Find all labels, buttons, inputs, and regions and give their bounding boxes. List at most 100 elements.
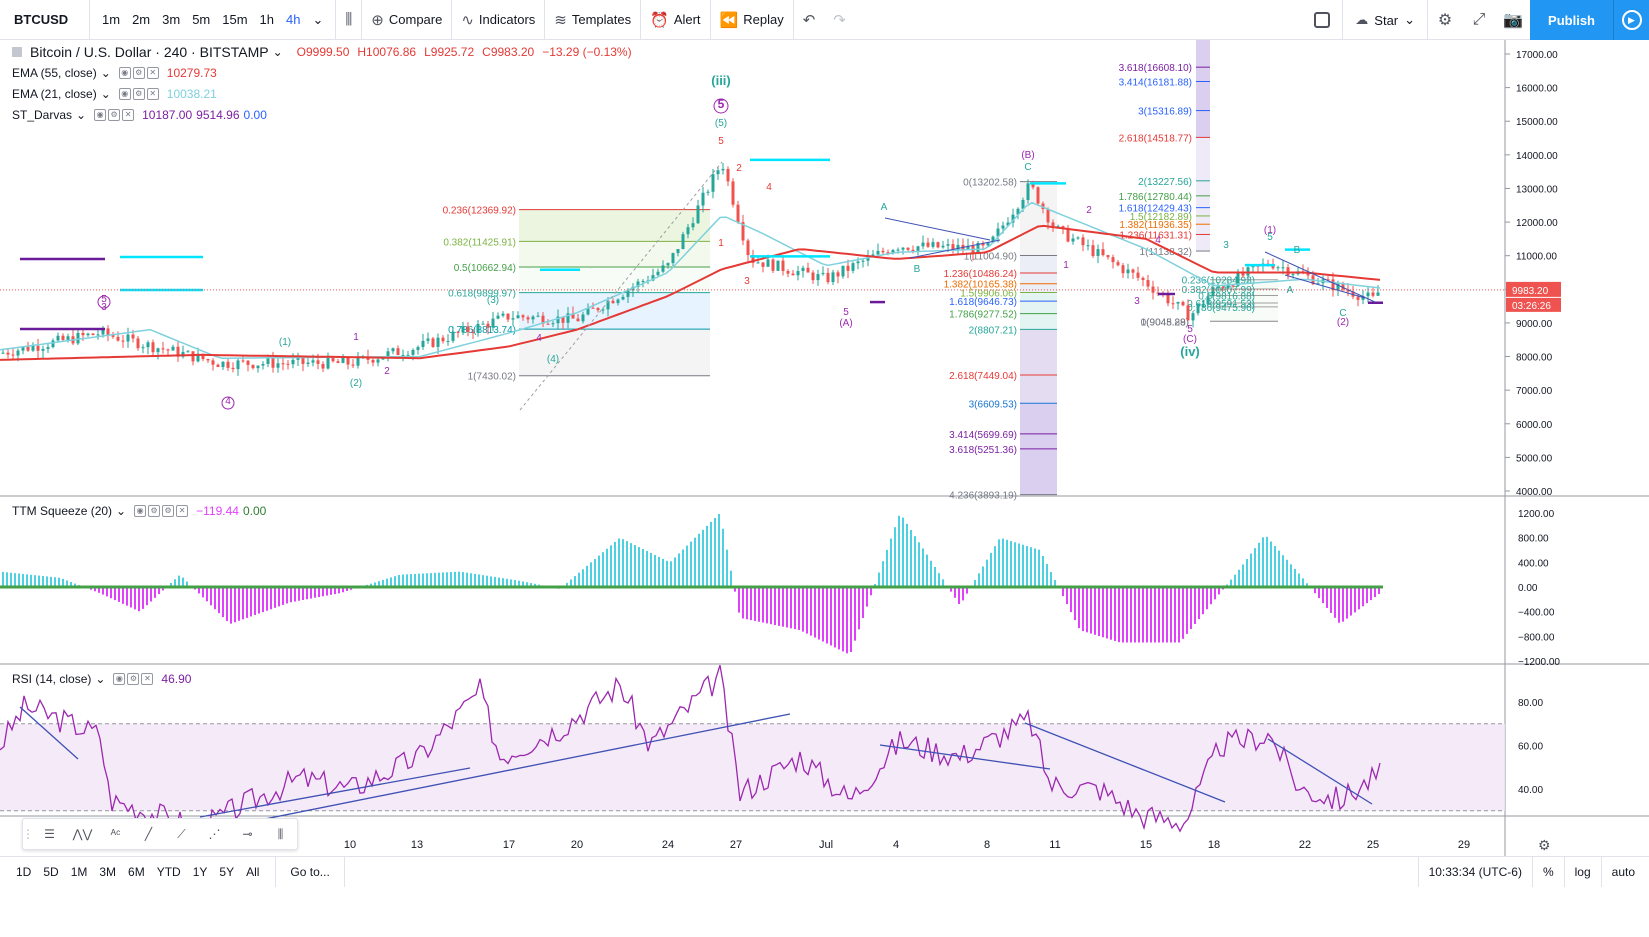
time-tick-label: 18 [1208,839,1220,851]
candle-body [641,280,645,282]
elliott-impulse-icon[interactable]: ⋀⋁ [72,827,93,841]
close-icon[interactable]: ✕ [122,109,135,121]
clock[interactable]: 10:33:34 (UTC-6) [1417,857,1532,887]
wave-label: (iii) [711,73,731,88]
darvas-controls[interactable]: ◉ ⚙ ✕ [94,109,135,121]
layout-checkbox[interactable] [1314,12,1331,28]
trend-line-icon[interactable]: ╱ [144,827,153,841]
alert-button[interactable]: ⏰ Alert [641,0,711,40]
publish-button[interactable]: Publish [1530,0,1613,40]
ray-icon[interactable]: ⟋ [177,826,186,841]
candle-body [266,358,270,364]
auto-toggle[interactable]: auto [1600,857,1649,887]
fullscreen-button[interactable]: ⤢ [1462,0,1496,40]
trend-line [909,239,1001,259]
templates-button[interactable]: ≋ Templates [545,0,642,40]
candle-body [1236,272,1240,286]
candle-body [716,170,720,175]
interval-dropdown-icon[interactable]: ⌄ [312,11,324,27]
settings-icon[interactable]: ⚙ [148,505,161,517]
chart-type-button[interactable]: ⫼ [336,0,363,40]
candle-body [781,260,785,272]
price-tick-label: 5000.00 [1516,453,1553,464]
replay-button[interactable]: ⏪ Replay [711,0,794,40]
candle-body [1001,225,1005,229]
darvas-label[interactable]: ST_Darvas [12,108,73,122]
candle-body [211,360,215,365]
chart-canvas[interactable]: 0.236(12369.92) 0.382(11425.91) 0.5(10662.… [0,40,1649,856]
eye-icon[interactable]: ◉ [118,67,131,79]
bars-pattern-icon[interactable]: ⫼ [277,826,284,841]
fib-level-label: 1(9045.28) [1141,317,1189,328]
redo-icon: ↷ [833,11,846,29]
compare-button[interactable]: ⊕ Compare [362,0,453,40]
ttm-controls[interactable]: ◉ ⚙ ⚙ ✕ [134,505,189,517]
play-button[interactable]: ▶ [1613,0,1649,40]
horizontal-line-icon[interactable]: ⊸ [242,827,253,841]
eye-icon[interactable]: ◉ [113,673,126,685]
text-note-icon[interactable]: ☰ [44,827,55,841]
log-toggle[interactable]: log [1563,857,1601,887]
parallel-channel-icon[interactable]: ⋰ [208,827,221,841]
indicators-button[interactable]: ∿ Indicators [452,0,546,40]
close-icon[interactable]: ✕ [146,67,159,79]
close-icon[interactable]: ✕ [176,505,189,517]
trend-line [884,217,991,241]
range-1m[interactable]: 1M [70,864,88,879]
range-1y[interactable]: 1Y [192,864,208,879]
interval-4h[interactable]: 4h [286,12,301,27]
ema55-label[interactable]: EMA (55, close) [12,66,97,80]
range-all[interactable]: All [246,864,260,879]
candle-body [606,300,610,310]
interval-2m[interactable]: 2m [132,12,151,27]
snapshot-button[interactable]: 📷 [1496,0,1530,40]
candle-body [66,336,70,340]
eye-icon[interactable]: ◉ [134,505,147,517]
candle-body [6,352,10,355]
close-icon[interactable]: ✕ [146,88,159,100]
goto-button[interactable]: Go to... [275,856,345,887]
interval-1m[interactable]: 1m [102,12,121,27]
legend-title[interactable]: Bitcoin / U.S. Dollar · 240 · BITSTAMP [30,44,269,60]
eye-icon[interactable]: ◉ [94,109,107,121]
rsi-label[interactable]: RSI (14, close) [12,672,92,686]
range-5d[interactable]: 5D [43,864,59,879]
range-ytd[interactable]: YTD [156,864,181,879]
elliott-correction-icon[interactable]: ᴬᶜ [110,827,121,841]
ema55-controls[interactable]: ◉ ⚙ ✕ [118,67,159,79]
redo-button[interactable]: ↷ [824,0,855,40]
interval-1h[interactable]: 1h [259,12,275,27]
price-tick-label: 6000.00 [1516,420,1553,431]
interval-3m[interactable]: 3m [162,12,181,27]
fib-level-label: 3.414(5699.69) [949,430,1017,441]
undo-button[interactable]: ↶ [794,0,825,40]
close-icon[interactable]: ✕ [141,673,154,685]
symbol-search[interactable]: BTCUSD [0,0,90,40]
eye-icon[interactable]: ◉ [118,88,131,100]
rsi-tick-label: 80.00 [1518,698,1543,709]
ttm-label[interactable]: TTM Squeeze (20) [12,504,113,518]
settings-icon[interactable]: ⚙ [108,109,121,121]
settings-icon[interactable]: ⚙ [132,88,145,100]
percent-toggle[interactable]: % [1531,857,1564,887]
candle-body [136,338,140,349]
settings-button[interactable]: ⚙ [1428,0,1462,40]
settings-icon[interactable]: ⚙ [162,505,175,517]
range-3m[interactable]: 3M [99,864,117,879]
range-1d[interactable]: 1D [16,864,32,879]
indicators-icon: ∿ [461,11,474,29]
settings-icon[interactable]: ⚙ [132,67,145,79]
wave-label: (2) [1337,317,1349,328]
star-button[interactable]: ☁ Star ⌄ [1342,0,1429,40]
candle-body [246,360,250,365]
range-5y[interactable]: 5Y [219,864,235,879]
candle-body [236,360,240,370]
rsi-controls[interactable]: ◉ ⚙ ✕ [113,673,154,685]
ema21-controls[interactable]: ◉ ⚙ ✕ [118,88,159,100]
range-6m[interactable]: 6M [128,864,145,879]
settings-icon[interactable]: ⚙ [127,673,140,685]
interval-15m[interactable]: 15m [222,12,248,27]
interval-5m[interactable]: 5m [192,12,211,27]
ema21-label[interactable]: EMA (21, close) [12,87,97,101]
grip-icon[interactable]: ⋮ [22,827,34,841]
